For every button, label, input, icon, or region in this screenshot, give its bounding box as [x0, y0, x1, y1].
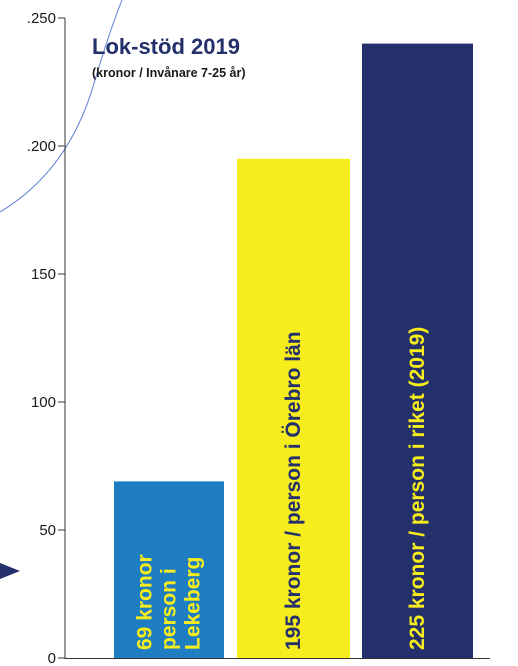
y-tick-label: 150 [31, 266, 56, 283]
bar [114, 481, 224, 658]
y-axis: 0 50 100 150 .200 .250 [27, 10, 490, 666]
bar-data-label: Lekeberg [182, 557, 205, 650]
chart-title-block: Lok-stöd 2019 (kronor / Invånare 7-25 år… [92, 34, 246, 80]
bars: 69 kronor person i Lekeberg 195 kronor / pe… [114, 43, 473, 659]
y-tick-label: 100 [31, 394, 56, 411]
y-tick-label: 50 [39, 522, 56, 539]
bar-data-label: 69 kronor [134, 554, 157, 650]
chart-title: Lok-stöd 2019 [92, 34, 240, 59]
chart-subtitle: (kronor / Invånare 7-25 år) [92, 66, 246, 80]
bar [237, 158, 350, 659]
bar-data-label: person i [158, 568, 181, 650]
decorative-elements [0, 0, 123, 579]
bar-data-label: 195 kronor / person i Örebro län [282, 331, 305, 650]
bar [362, 43, 473, 659]
arrow-pointer-icon [0, 563, 20, 579]
y-tick-label: 0 [48, 650, 56, 666]
y-tick-label: .250 [27, 10, 56, 27]
decorative-arc-line [0, 0, 123, 213]
bar-data-label: 225 kronor / person i riket (2019) [406, 327, 429, 650]
y-tick-label: .200 [27, 138, 56, 155]
